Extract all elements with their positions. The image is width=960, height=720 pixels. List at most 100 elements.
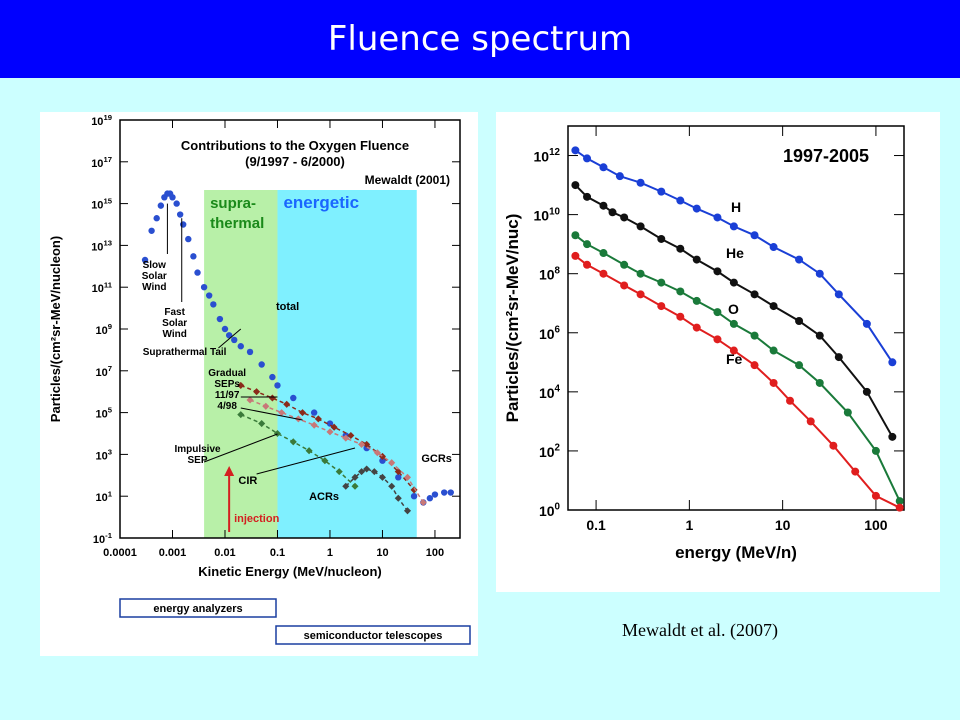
point-series-4-1	[351, 473, 359, 481]
chart-subtitle: (9/1997 - 6/2000)	[245, 154, 345, 169]
point-series-2-2	[278, 409, 286, 417]
impulsive-pointer	[203, 433, 278, 463]
point-series-3-6	[335, 468, 343, 476]
point-total-21	[237, 343, 244, 350]
point-Fe-16	[871, 491, 880, 500]
point-Fe-14	[829, 441, 838, 450]
point-total-11	[185, 235, 192, 243]
point-H-2	[599, 163, 608, 172]
point-total-17	[216, 315, 224, 323]
series-label-H: H	[731, 199, 741, 215]
impulsive-sep-label-0: Impulsive	[174, 444, 221, 455]
point-series-4-8	[403, 507, 412, 515]
point-Fe-5	[657, 302, 666, 311]
point-Fe-0	[571, 251, 580, 260]
gcrs-label: GCRs	[421, 453, 452, 465]
point-O-5	[657, 278, 666, 287]
y-tick-label-6: 100	[539, 502, 561, 519]
point-total-0	[141, 256, 149, 264]
point-H-6	[676, 196, 685, 205]
gradual-seps-label-0: Gradual	[208, 368, 246, 379]
title-bar: Fluence spectrum	[0, 0, 960, 78]
point-Fe-12	[786, 396, 795, 405]
y-tick-label-1: 1017	[91, 155, 112, 170]
region-1	[277, 190, 417, 538]
point-He-9	[713, 267, 722, 276]
x-tick-label-5: 10	[376, 547, 388, 559]
fluence-spectra-figure: 0.1 1 10 100 1012 1010 108 106 104 102 100 energy (…	[496, 112, 940, 592]
point-total-8	[173, 200, 180, 207]
point-series-3-5	[321, 457, 329, 465]
point-total-9	[176, 211, 184, 218]
point-series-1-1	[253, 388, 261, 396]
point-O-16	[895, 497, 904, 506]
point-H-1	[583, 154, 592, 163]
point-H-11	[769, 243, 778, 252]
plot-frame	[567, 125, 905, 511]
point-Fe-9	[729, 346, 738, 355]
point-He-16	[862, 387, 871, 396]
point-total-1	[148, 227, 155, 234]
point-series-2-0	[246, 396, 254, 404]
point-series-4-3	[363, 465, 371, 473]
total-label: total	[276, 301, 299, 313]
point-O-7	[692, 296, 701, 305]
point-He-1	[583, 192, 592, 201]
point-total-35	[426, 495, 434, 502]
point-He-7	[676, 244, 685, 253]
point-Fe-4	[636, 290, 645, 299]
point-He-0	[571, 181, 580, 190]
point-total-18	[221, 325, 229, 333]
y-tick-label-4: 104	[539, 384, 561, 401]
energy-analyzers-label: energy analyzers	[153, 603, 242, 615]
series-label-Fe: Fe	[726, 351, 743, 367]
point-total-7	[169, 194, 176, 201]
series-line-2	[249, 399, 424, 503]
point-O-2	[599, 249, 608, 258]
point-series-3-7	[351, 482, 359, 490]
point-series-2-1	[262, 402, 270, 410]
point-Fe-7	[692, 323, 701, 332]
x-tick-label-1: 1	[685, 517, 693, 533]
x-tick-label-4: 1	[327, 547, 333, 559]
point-series-2-4	[310, 421, 318, 429]
point-He-11	[750, 290, 759, 299]
cir-pointer	[256, 447, 356, 475]
acrs-label: ACRs	[309, 491, 339, 503]
point-O-3	[620, 260, 629, 269]
series-label-He: He	[726, 245, 744, 261]
region-label-0-0: supra-	[210, 195, 256, 212]
suprathermal-tail-label: Suprathermal Tail	[143, 347, 227, 358]
point-series-3-0	[237, 411, 245, 419]
point-series-2-6	[342, 434, 350, 442]
semiconductor-telescopes-label: semiconductor telescopes	[304, 630, 443, 642]
point-total-22	[246, 348, 254, 356]
y-tick-label-8: 103	[95, 447, 112, 462]
point-series-4-5	[378, 473, 386, 481]
point-series-1-6	[330, 423, 338, 431]
point-total-20	[231, 336, 238, 344]
series-line-O	[574, 234, 901, 502]
sep-498-pointer	[240, 407, 303, 421]
point-H-10	[750, 231, 759, 240]
point-series-2-10	[403, 473, 412, 481]
point-series-2-5	[326, 428, 334, 436]
impulsive-sep-label-1: SEP	[188, 455, 208, 466]
point-total-13	[194, 269, 201, 276]
point-H-15	[862, 319, 871, 328]
point-total-12	[190, 253, 197, 260]
y-tick-label-10: 10-1	[93, 531, 113, 546]
x-tick-label-0: 0.1	[586, 517, 606, 533]
suprathermal-pointer	[218, 328, 242, 349]
point-series-1-8	[363, 440, 371, 448]
y-axis-label: Particles/(cm²sr-MeV/nuc)	[503, 214, 522, 423]
point-total-23	[258, 361, 265, 368]
cir-label: CIR	[238, 475, 257, 487]
point-H-16	[888, 358, 897, 367]
point-H-13	[815, 269, 824, 278]
point-O-12	[795, 361, 804, 370]
point-series-2-8	[373, 449, 381, 457]
x-tick-label-1: 0.001	[159, 547, 187, 559]
point-series-3-4	[305, 447, 313, 455]
point-total-37	[440, 489, 448, 496]
